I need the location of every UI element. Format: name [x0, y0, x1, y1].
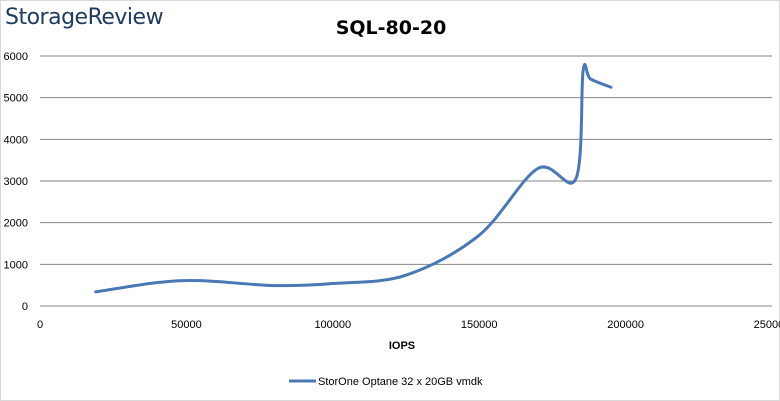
series-line-0	[94, 62, 613, 294]
y-tick-label: 0	[22, 301, 28, 313]
x-tick-label: 50000	[171, 319, 202, 331]
y-tick-label: 1000	[4, 259, 28, 271]
y-tick-label: 4000	[4, 134, 28, 146]
x-tick-labels: 0 50000 100000 150000 200000 250000	[37, 319, 780, 331]
y-tick-labels: 0 1000 2000 3000 4000 5000 6000	[4, 51, 28, 313]
logo-storagereview: StorageReview	[5, 5, 164, 30]
x-tick-label: 0	[37, 319, 43, 331]
x-tick-label: 250000	[754, 319, 780, 331]
x-tick-label: 200000	[607, 319, 644, 331]
legend: StorOne Optane 32 x 20GB vmdk	[289, 376, 483, 388]
x-axis-label: IOPS	[389, 340, 415, 352]
y-tick-label: 6000	[4, 51, 28, 63]
series-group	[94, 62, 613, 294]
legend-label-series-0: StorOne Optane 32 x 20GB vmdk	[318, 376, 483, 388]
gridlines	[40, 55, 772, 265]
x-tick-label: 150000	[461, 319, 498, 331]
y-tick-label: 2000	[4, 218, 28, 230]
y-tick-label: 5000	[4, 93, 28, 105]
x-tick-label: 100000	[314, 319, 351, 331]
chart-title: SQL-80-20	[335, 17, 447, 39]
y-tick-label: 3000	[4, 176, 28, 188]
